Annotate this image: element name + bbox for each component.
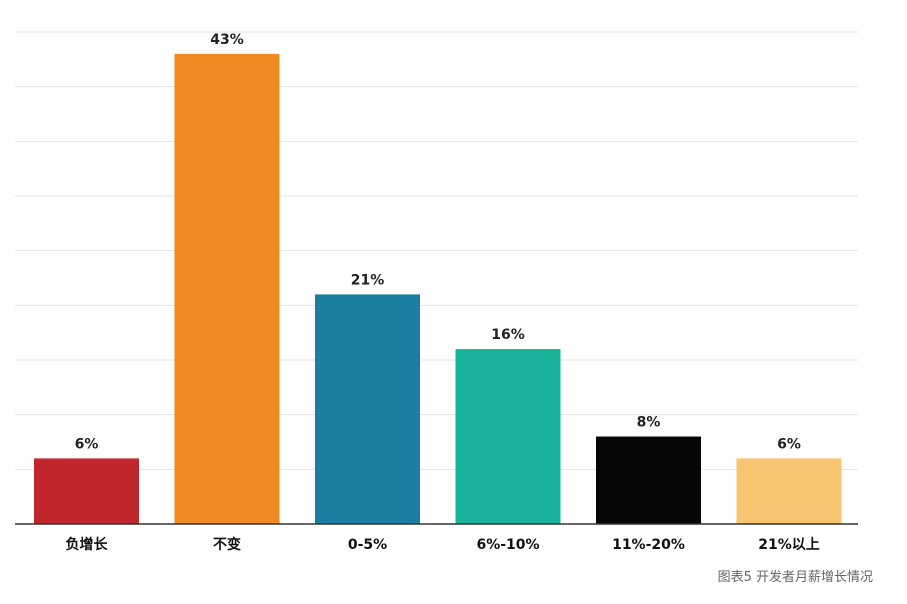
- value-label-1: 43%: [210, 32, 244, 48]
- x-tick-label-5: 21%以上: [758, 537, 820, 553]
- value-label-2: 21%: [351, 272, 385, 288]
- bars: [34, 53, 842, 524]
- x-tick-labels: 负增长 不变 0-5% 6%-10% 11%-20% 21%以上: [66, 536, 820, 553]
- value-label-0: 6%: [75, 436, 99, 452]
- x-tick-label-0: 负增长: [66, 536, 109, 553]
- x-tick-label-3: 6%-10%: [476, 537, 539, 553]
- bar-4: [596, 436, 701, 524]
- chart-caption: 图表5 开发者月薪增长情况: [717, 570, 873, 585]
- bar-3: [455, 349, 561, 524]
- value-label-5: 6%: [777, 436, 801, 452]
- x-tick-label-2: 0-5%: [348, 537, 387, 553]
- value-label-4: 8%: [637, 415, 661, 431]
- bar-2: [315, 294, 420, 524]
- x-tick-label-1: 不变: [213, 536, 241, 553]
- grid-lines: [15, 31, 858, 470]
- bar-0: [34, 458, 139, 524]
- value-labels: 6% 43% 21% 16% 8% 6%: [75, 32, 801, 453]
- bar-5: [736, 458, 842, 524]
- x-tick-label-4: 11%-20%: [612, 537, 685, 553]
- bar-1: [174, 53, 280, 524]
- value-label-3: 16%: [491, 327, 525, 343]
